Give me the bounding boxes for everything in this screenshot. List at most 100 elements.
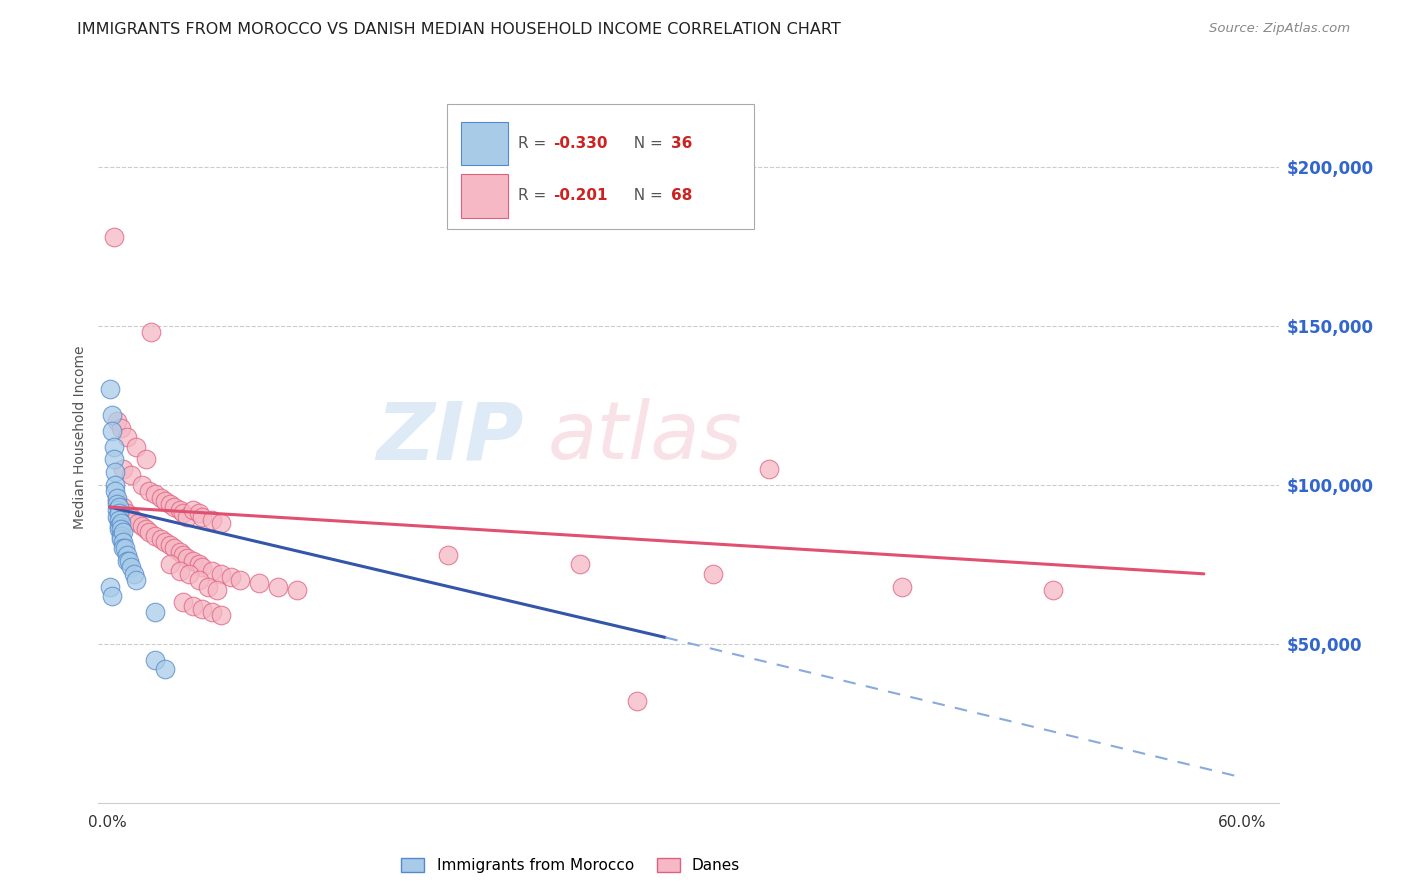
FancyBboxPatch shape	[461, 122, 508, 165]
Text: R =: R =	[517, 188, 551, 203]
Text: N =: N =	[624, 188, 668, 203]
Point	[143, 605, 166, 619]
Text: -0.330: -0.330	[553, 136, 607, 151]
Point	[104, 477, 127, 491]
Point	[115, 554, 138, 568]
Point	[111, 535, 134, 549]
Point	[105, 497, 128, 511]
Point	[104, 465, 127, 479]
Point	[153, 493, 176, 508]
Point	[179, 566, 201, 581]
Point	[108, 522, 131, 536]
Point	[209, 608, 232, 623]
Point	[163, 500, 186, 514]
Point	[115, 548, 138, 562]
Point	[108, 500, 131, 514]
Text: 68: 68	[671, 188, 693, 203]
Point	[115, 430, 138, 444]
Point	[569, 558, 592, 572]
Point	[229, 573, 252, 587]
Point	[105, 503, 128, 517]
Point	[149, 491, 172, 505]
Point	[124, 566, 146, 581]
Point	[159, 497, 181, 511]
Point	[181, 554, 204, 568]
Point	[890, 580, 912, 594]
Point	[176, 509, 198, 524]
Point	[120, 560, 142, 574]
Point	[143, 487, 166, 501]
Point	[135, 522, 157, 536]
Point	[758, 462, 780, 476]
Text: 36: 36	[671, 136, 693, 151]
Point	[111, 541, 134, 556]
Point	[143, 653, 166, 667]
Point	[108, 519, 131, 533]
Point	[181, 503, 204, 517]
Point	[111, 500, 134, 514]
Point	[98, 383, 121, 397]
Point	[181, 599, 204, 613]
Point	[98, 580, 121, 594]
Point	[702, 566, 724, 581]
Point	[125, 440, 148, 454]
Point	[159, 538, 181, 552]
Point	[207, 582, 229, 597]
Text: atlas: atlas	[547, 398, 742, 476]
Point	[209, 566, 232, 581]
Point	[120, 468, 142, 483]
Point	[187, 507, 209, 521]
Point	[285, 582, 308, 597]
Point	[191, 509, 214, 524]
Point	[172, 507, 194, 521]
Point	[108, 513, 131, 527]
Point	[247, 576, 270, 591]
Point	[437, 548, 460, 562]
Point	[111, 462, 134, 476]
Point	[108, 507, 131, 521]
Point	[110, 532, 132, 546]
Point	[176, 550, 198, 565]
Point	[105, 493, 128, 508]
Point	[267, 580, 290, 594]
Text: R =: R =	[517, 136, 551, 151]
Point	[187, 558, 209, 572]
Point	[626, 694, 648, 708]
Point	[103, 229, 125, 244]
Point	[1042, 582, 1064, 597]
Point	[125, 573, 148, 587]
Point	[201, 513, 224, 527]
Point	[153, 662, 176, 676]
Text: N =: N =	[624, 136, 668, 151]
Point	[120, 509, 142, 524]
Point	[100, 408, 122, 422]
Point	[209, 516, 232, 530]
Point	[149, 532, 172, 546]
Point	[153, 535, 176, 549]
Point	[197, 580, 219, 594]
Point	[143, 529, 166, 543]
Point	[105, 509, 128, 524]
Point	[131, 477, 153, 491]
Y-axis label: Median Household Income: Median Household Income	[73, 345, 87, 529]
Point	[172, 548, 194, 562]
Point	[114, 541, 136, 556]
Point	[124, 513, 146, 527]
Point	[191, 602, 214, 616]
Point	[103, 440, 125, 454]
Point	[163, 541, 186, 556]
Point	[115, 507, 138, 521]
Point	[219, 570, 242, 584]
FancyBboxPatch shape	[461, 175, 508, 218]
Point	[105, 491, 128, 505]
Point	[127, 516, 149, 530]
Text: -0.201: -0.201	[553, 188, 607, 203]
Legend: Immigrants from Morocco, Danes: Immigrants from Morocco, Danes	[395, 852, 747, 880]
Point	[187, 573, 209, 587]
Point	[201, 605, 224, 619]
Point	[159, 558, 181, 572]
Point	[201, 564, 224, 578]
Point	[131, 519, 153, 533]
Point	[103, 452, 125, 467]
Text: IMMIGRANTS FROM MOROCCO VS DANISH MEDIAN HOUSEHOLD INCOME CORRELATION CHART: IMMIGRANTS FROM MOROCCO VS DANISH MEDIAN…	[77, 22, 841, 37]
